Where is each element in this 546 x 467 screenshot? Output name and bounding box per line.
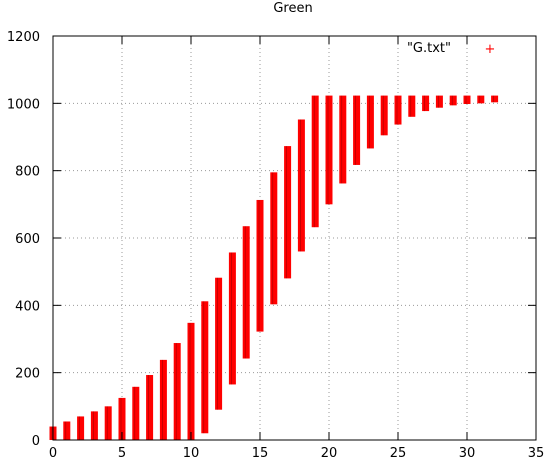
candle-bar: [394, 95, 402, 125]
x-tick-label: 5: [118, 446, 126, 461]
legend-marker: +: [485, 42, 496, 57]
axis-ticks: 0 5 10 15 20 25 30 35 0 200 400 600 800 1000 1200: [7, 30, 544, 461]
x-tick-label: 20: [321, 446, 338, 461]
candle-bar: [463, 95, 471, 105]
data-series: [49, 95, 499, 440]
candle-bar: [187, 322, 195, 440]
candle-bar: [284, 146, 292, 279]
y-tick-label: 200: [15, 367, 40, 382]
candle-bar: [366, 95, 374, 149]
y-tick-label: 1000: [7, 97, 40, 112]
y-tick-label: 600: [15, 232, 40, 247]
x-tick-label: 10: [183, 446, 200, 461]
candle-bar: [173, 343, 181, 440]
candle-bar: [270, 172, 278, 305]
candle-bar: [311, 95, 319, 228]
x-tick-label: 0: [49, 446, 57, 461]
candle-bar: [353, 95, 361, 165]
legend-label: "G.txt": [407, 41, 451, 56]
candle-bar: [201, 301, 209, 434]
y-tick-label: 0: [32, 434, 40, 449]
candle-bar: [339, 95, 347, 184]
candle-bar: [297, 119, 305, 252]
candle-bar: [104, 406, 112, 440]
candle-bar: [90, 411, 98, 440]
candle-bar: [215, 277, 223, 410]
candle-bar: [477, 95, 485, 104]
x-tick-label: 15: [252, 446, 269, 461]
candle-bar: [422, 95, 430, 112]
candle-bar: [408, 95, 416, 117]
candle-bar: [449, 95, 457, 106]
candle-bar: [435, 95, 443, 108]
x-tick-label: 30: [459, 446, 476, 461]
candle-bar: [159, 359, 167, 440]
y-tick-label: 400: [15, 299, 40, 314]
candle-bar: [132, 386, 140, 440]
candle-bar: [118, 397, 126, 440]
candle-bar: [146, 375, 154, 440]
y-tick-label: 1200: [7, 30, 40, 45]
chart-title: Green: [273, 1, 312, 16]
candle-bar: [228, 252, 236, 385]
candle-bar: [380, 95, 388, 136]
y-tick-label: 800: [15, 165, 40, 180]
candle-bar: [63, 421, 71, 440]
x-tick-label: 35: [528, 446, 545, 461]
candle-bar: [256, 199, 264, 332]
x-tick-label: 25: [390, 446, 407, 461]
candle-bar: [325, 95, 333, 205]
candle-bar: [491, 95, 499, 103]
legend: "G.txt" +: [407, 41, 496, 57]
candle-bar: [242, 226, 250, 359]
candle-bar: [77, 416, 85, 440]
